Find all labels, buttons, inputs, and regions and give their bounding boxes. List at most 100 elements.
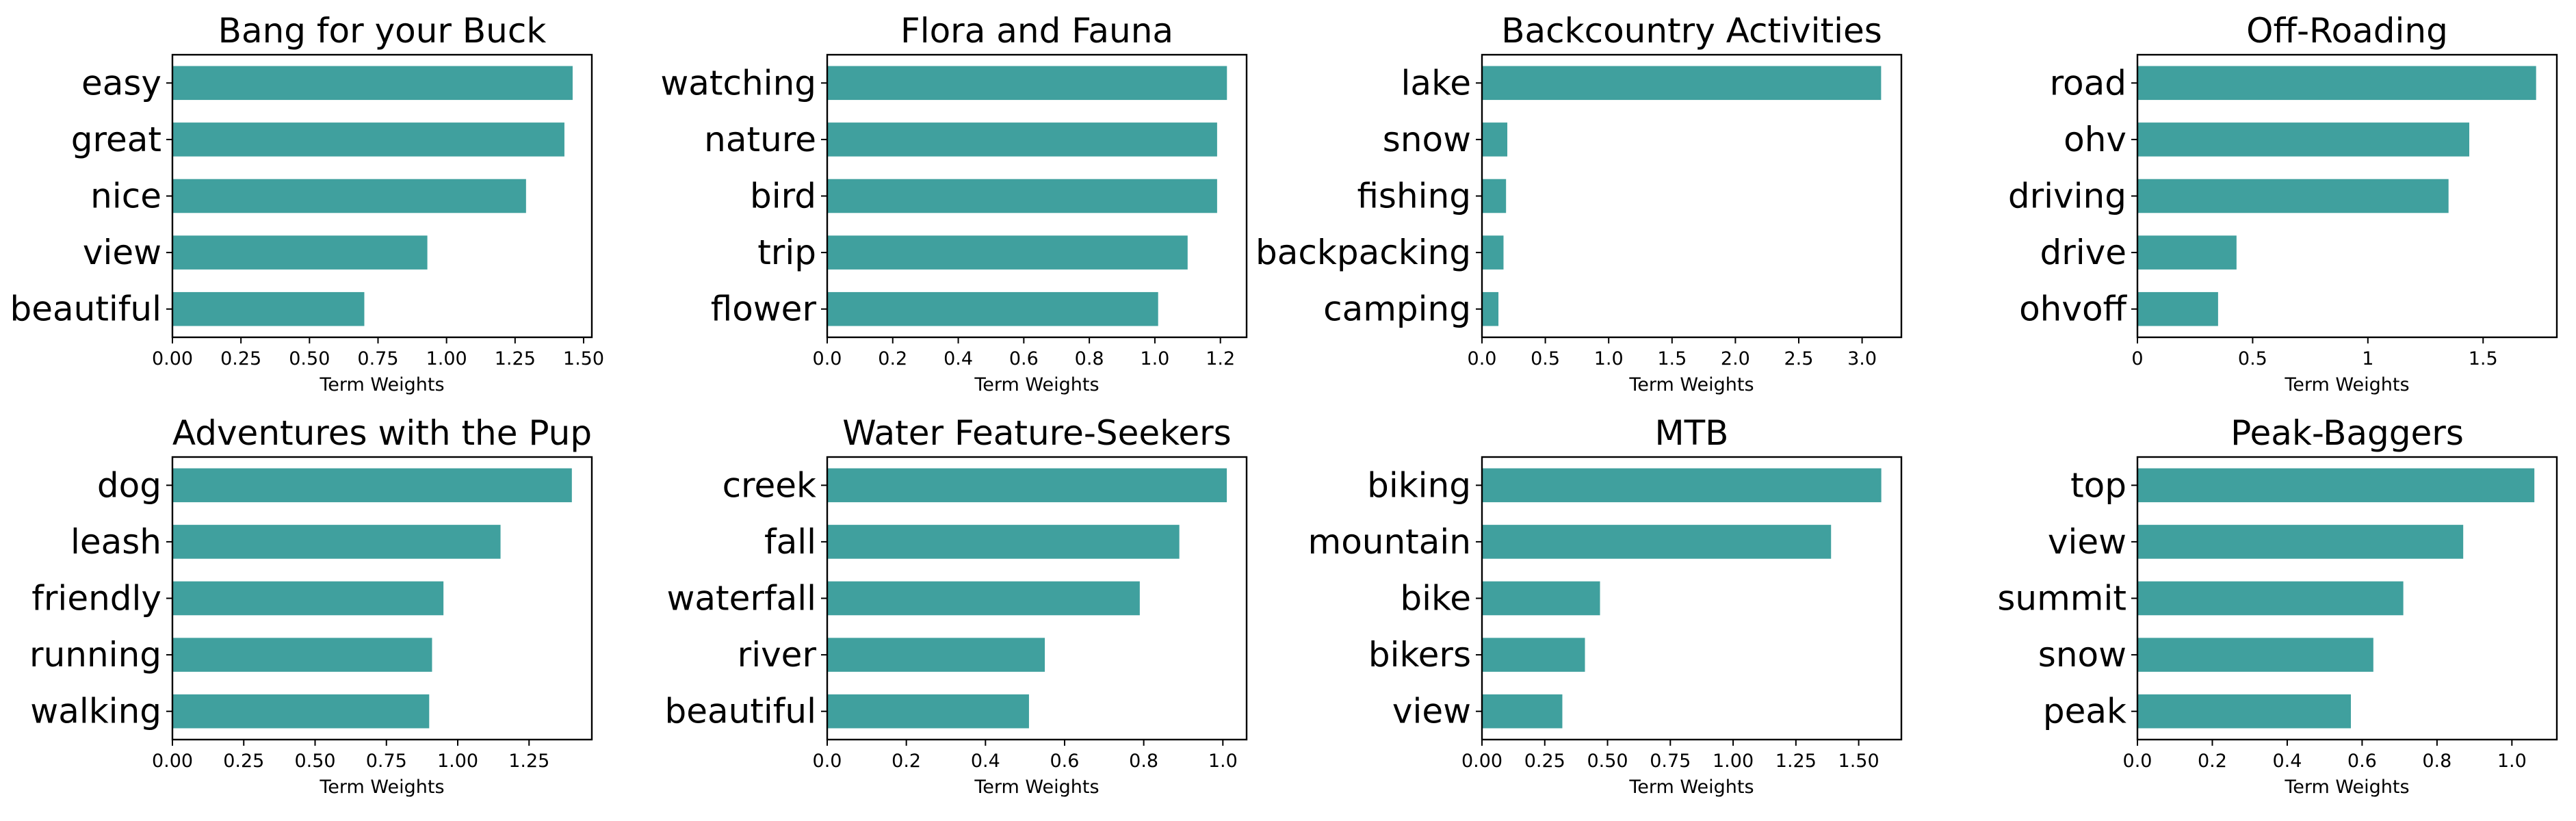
bar xyxy=(172,525,501,559)
subplot-title: Water Feature-Seekers xyxy=(842,413,1231,453)
x-tick-label: 0.75 xyxy=(366,751,407,772)
x-tick-label: 1.00 xyxy=(437,751,478,772)
x-tick-label: 1 xyxy=(2362,348,2373,369)
category-label: top xyxy=(2070,465,2126,505)
bar xyxy=(2137,694,2351,729)
category-label: snow xyxy=(1383,120,1471,159)
subplot-0: Bang for your Buck easy great nice view beaut… xyxy=(10,11,604,395)
x-tick-label: 0.00 xyxy=(152,751,193,772)
x-tick-label: 0.6 xyxy=(1009,348,1039,369)
x-tick-label: 0.0 xyxy=(2123,751,2152,772)
category-label: beautiful xyxy=(664,692,816,731)
x-tick-label: 1.00 xyxy=(426,348,467,369)
x-tick-label: 0.2 xyxy=(2198,751,2227,772)
bar xyxy=(172,122,564,157)
category-label: easy xyxy=(81,63,161,103)
axes-frame xyxy=(1481,456,1903,741)
category-label: waterfall xyxy=(667,579,816,618)
bar xyxy=(172,468,572,503)
x-tick-label: 0.2 xyxy=(892,751,921,772)
category-label: watching xyxy=(660,63,816,103)
x-tick-label: 1.50 xyxy=(1838,751,1879,772)
bar xyxy=(2137,122,2470,157)
category-label: dog xyxy=(97,465,161,505)
x-axis-label: Term Weights xyxy=(1628,777,1754,798)
x-axis-label: Term Weights xyxy=(319,777,444,798)
x-tick-label: 0.2 xyxy=(878,348,907,369)
subplot-1: Flora and Fauna watching nature bird trip flo… xyxy=(660,11,1248,395)
bar xyxy=(827,468,1227,503)
bar xyxy=(827,525,1180,559)
subplot-5: Water Feature-Seekers creek fall waterfall r… xyxy=(664,413,1248,798)
x-tick-label: 0.5 xyxy=(1531,348,1560,369)
subplot-7: Peak-Baggers top view summit snow peak 0.0 0.2 0… xyxy=(1997,413,2558,798)
x-tick-label: 1.25 xyxy=(508,751,549,772)
bar xyxy=(2137,235,2237,270)
subplot-6: MTB biking mountain bike bikers view 0.00 0.25 0… xyxy=(1307,413,1903,798)
category-label: bird xyxy=(750,177,816,216)
axes-frame xyxy=(2136,456,2558,741)
axes-frame xyxy=(171,456,593,741)
bar xyxy=(2137,179,2449,213)
category-label: walking xyxy=(30,692,161,731)
subplot-title: Off-Roading xyxy=(2246,11,2448,51)
bar xyxy=(172,291,365,326)
bar xyxy=(1482,291,1499,326)
category-label: bikers xyxy=(1368,635,1471,675)
x-tick-label: 1.5 xyxy=(1657,348,1687,369)
bar xyxy=(1482,468,1882,503)
bar xyxy=(2137,291,2218,326)
subplot-title: Bang for your Buck xyxy=(218,11,547,51)
x-tick-label: 0.8 xyxy=(1075,348,1104,369)
bar xyxy=(172,66,573,101)
category-label: lake xyxy=(1401,63,1471,103)
category-label: running xyxy=(29,635,161,675)
subplot-title: Backcountry Activities xyxy=(1501,11,1882,51)
category-label: nature xyxy=(704,120,816,159)
x-tick-label: 1.0 xyxy=(1140,348,1169,369)
x-tick-label: 1.00 xyxy=(1713,751,1754,772)
bar xyxy=(1482,66,1882,101)
x-tick-label: 0.4 xyxy=(971,751,1000,772)
x-tick-label: 0.0 xyxy=(813,348,842,369)
category-label: friendly xyxy=(31,579,161,618)
x-tick-label: 0.50 xyxy=(289,348,330,369)
x-axis-label: Term Weights xyxy=(974,374,1099,395)
x-tick-label: 0.00 xyxy=(1461,751,1502,772)
x-tick-label: 1.25 xyxy=(495,348,536,369)
category-label: mountain xyxy=(1307,522,1471,562)
bar xyxy=(172,694,430,729)
bar xyxy=(1482,638,1585,672)
x-tick-label: 0.0 xyxy=(1468,348,1497,369)
bar xyxy=(2137,581,2404,616)
subplot-title: MTB xyxy=(1655,413,1729,453)
category-label: creek xyxy=(723,465,816,505)
category-label: ohv xyxy=(2064,120,2126,159)
bar xyxy=(172,638,432,672)
bar xyxy=(172,179,526,213)
bar xyxy=(827,291,1158,326)
x-tick-label: 1.0 xyxy=(2497,751,2527,772)
category-label: flower xyxy=(711,289,817,329)
x-tick-label: 0.25 xyxy=(220,348,261,369)
bar xyxy=(1482,122,1508,157)
x-tick-label: 1.0 xyxy=(1594,348,1624,369)
x-tick-label: 3.0 xyxy=(1847,348,1877,369)
axes-frame xyxy=(826,456,1248,741)
x-tick-label: 1.50 xyxy=(563,348,604,369)
x-tick-label: 0.00 xyxy=(152,348,193,369)
x-tick-label: 2.0 xyxy=(1721,348,1750,369)
x-tick-label: 0.8 xyxy=(1129,751,1158,772)
category-label: camping xyxy=(1323,289,1471,329)
x-tick-label: 1.2 xyxy=(1206,348,1235,369)
bar xyxy=(1482,179,1507,213)
x-tick-label: 0.25 xyxy=(223,751,264,772)
bar xyxy=(2137,638,2373,672)
x-axis-label: Term Weights xyxy=(1628,374,1754,395)
category-label: driving xyxy=(2008,177,2126,216)
axes-frame xyxy=(171,53,593,339)
x-tick-label: 0.0 xyxy=(813,751,842,772)
axes-frame xyxy=(2136,53,2558,339)
category-label: peak xyxy=(2043,692,2126,731)
